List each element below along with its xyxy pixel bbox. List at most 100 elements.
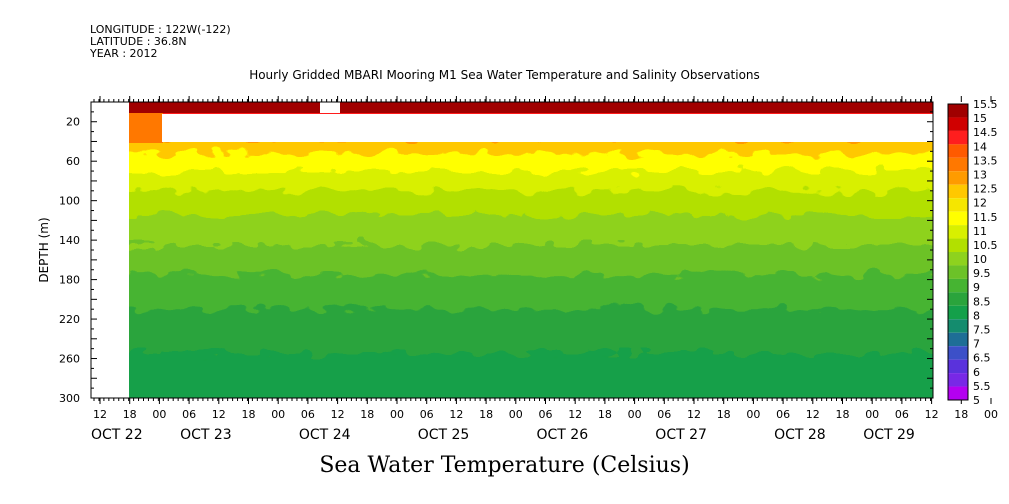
y-tick-label: 220 (59, 313, 80, 326)
colorbar-swatch (948, 225, 968, 239)
colorbar-label: 5.5 (973, 380, 991, 393)
y-tick-label: 260 (59, 353, 80, 366)
temperature-band (99, 171, 933, 192)
colorbar-swatch (948, 373, 968, 387)
colorbar-swatch (948, 238, 968, 252)
x-hour-tick-label: 12 (568, 408, 582, 421)
colorbar-swatch (948, 265, 968, 279)
colorbar-label: 6 (973, 366, 980, 379)
x-hour-tick-label: 12 (449, 408, 463, 421)
x-hour-tick-label: 06 (301, 408, 315, 421)
x-hour-tick-label: 18 (242, 408, 256, 421)
colorbar-label: 13.5 (973, 154, 998, 167)
temperature-band (99, 245, 933, 276)
x-hour-tick-label: 00 (628, 408, 642, 421)
no-data-region (91, 102, 129, 398)
x-hour-tick-label: 00 (152, 408, 166, 421)
x-hour-tick-label: 18 (479, 408, 493, 421)
colorbar-label: 10.5 (973, 239, 998, 252)
x-date-tick-label: OCT 28 (774, 427, 826, 443)
colorbar-label: 13 (973, 168, 987, 181)
colorbar-swatch (948, 252, 968, 266)
colorbar-label: 7.5 (973, 324, 991, 337)
colorbar-swatch (948, 130, 968, 145)
colorbar-swatch (948, 157, 968, 172)
year-label: YEAR : 2012 (90, 47, 158, 60)
x-hour-tick-label: 06 (539, 408, 553, 421)
colorbar-swatch (948, 278, 968, 293)
x-hour-tick-label: 00 (271, 408, 285, 421)
x-hour-tick-label: 12 (93, 408, 107, 421)
colorbar-label: 11 (973, 225, 987, 238)
x-date-tick-label: OCT 23 (180, 427, 232, 443)
colorbar-label: 7 (973, 338, 980, 351)
colorbar-swatch (948, 292, 968, 306)
colorbar-label: 8 (973, 309, 980, 322)
x-date-tick-label: OCT 25 (418, 427, 470, 443)
colorbar-swatch (948, 184, 968, 199)
temperature-band (99, 139, 933, 155)
colorbar-label: 9.5 (973, 267, 991, 280)
y-tick-label: 140 (59, 234, 80, 247)
latitude-label: LATITUDE : 36.8N (90, 35, 187, 48)
x-hour-tick-label: 12 (331, 408, 345, 421)
colorbar-swatch (948, 305, 968, 320)
x-hour-tick-label: 06 (657, 408, 671, 421)
colorbar-swatch (948, 386, 968, 400)
colorbar-swatch (948, 211, 968, 226)
x-hour-tick-label: 18 (123, 408, 137, 421)
colorbar-swatch (948, 198, 968, 212)
x-hour-tick-label: 18 (954, 408, 968, 421)
y-tick-label: 180 (59, 274, 80, 287)
colorbar-swatch (948, 171, 968, 185)
x-hour-tick-label: 06 (420, 408, 434, 421)
colorbar-swatch (948, 104, 968, 118)
x-date-tick-label: OCT 26 (537, 427, 589, 443)
x-date-tick-label: OCT 29 (863, 427, 915, 443)
y-tick-label: 100 (59, 195, 80, 208)
colorbar-swatch (948, 346, 968, 360)
colorbar-label: 6.5 (973, 352, 991, 365)
x-hour-tick-label: 18 (717, 408, 731, 421)
temperature-contour-field (91, 102, 933, 398)
temperature-band (99, 215, 933, 247)
colorbar-label: 8.5 (973, 295, 991, 308)
x-hour-tick-label: 12 (925, 408, 939, 421)
colorbar-label: 15.5 (973, 98, 998, 111)
colorbar-label: 5 (973, 394, 980, 407)
x-date-tick-label: OCT 27 (655, 427, 707, 443)
x-hour-tick-label: 12 (687, 408, 701, 421)
colorbar-label: 14 (973, 140, 987, 153)
x-hour-tick-label: 12 (212, 408, 226, 421)
colorbar-label: 9 (973, 281, 980, 294)
temperature-band (99, 190, 933, 217)
no-data-gap (320, 102, 340, 113)
colorbar-swatch (948, 332, 968, 347)
temperature-band (99, 353, 933, 398)
x-hour-tick-label: 00 (390, 408, 404, 421)
colorbar-label: 11.5 (973, 211, 998, 224)
x-date-tick-label: OCT 22 (91, 427, 143, 443)
y-tick-label: 60 (66, 155, 80, 168)
colorbar-label: 12.5 (973, 183, 998, 196)
surface-band (129, 102, 933, 113)
colorbar-swatch (948, 359, 968, 374)
x-hour-tick-label: 18 (836, 408, 850, 421)
y-tick-label: 20 (66, 116, 80, 129)
x-axis-label: Sea Water Temperature (Celsius) (319, 453, 690, 478)
x-hour-tick-label: 18 (360, 408, 374, 421)
early-warm-band (129, 113, 163, 143)
x-hour-tick-label: 12 (806, 408, 820, 421)
y-tick-label: 300 (59, 392, 80, 405)
temperature-band (99, 153, 933, 173)
x-date-tick-label: OCT 24 (299, 427, 351, 443)
colorbar-swatch (948, 144, 968, 158)
no-data-gap (162, 114, 933, 142)
x-hour-tick-label: 06 (895, 408, 909, 421)
chart-title: Hourly Gridded MBARI Mooring M1 Sea Wate… (249, 68, 760, 82)
x-hour-tick-label: 00 (746, 408, 760, 421)
x-hour-tick-label: 00 (865, 408, 879, 421)
x-hour-tick-label: 00 (984, 408, 998, 421)
colorbar-label: 15 (973, 112, 987, 125)
